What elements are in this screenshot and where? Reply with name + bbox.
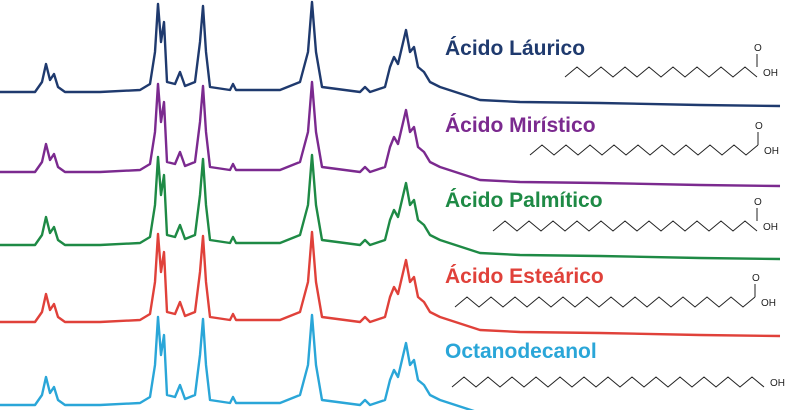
spectrum [0,80,782,188]
atom-label: O [754,197,762,208]
atom-label: OH [770,378,785,389]
molecule-chain [451,376,765,388]
spectrum [0,230,782,338]
spectrum [0,313,782,410]
atom-label: OH [763,68,778,79]
compound-label: Octanodecanol [445,340,597,363]
atom-label: O [755,121,763,132]
molecule-chain [492,220,758,232]
molecule-chain [564,66,758,78]
compound-label: Ácido Láurico [445,37,585,60]
compound-label: Ácido Esteárico [445,265,604,288]
compound-label: Ácido Palmítico [445,189,603,212]
spectrum [0,0,782,108]
atom-label: O [752,273,760,284]
compound-label: Ácido Mirístico [445,114,596,137]
molecule-chain [529,144,759,156]
atom-label: OH [763,222,778,233]
atom-label: OH [761,298,776,309]
atom-label: O [754,43,762,54]
molecule-chain [454,296,756,308]
atom-label: OH [764,146,779,157]
